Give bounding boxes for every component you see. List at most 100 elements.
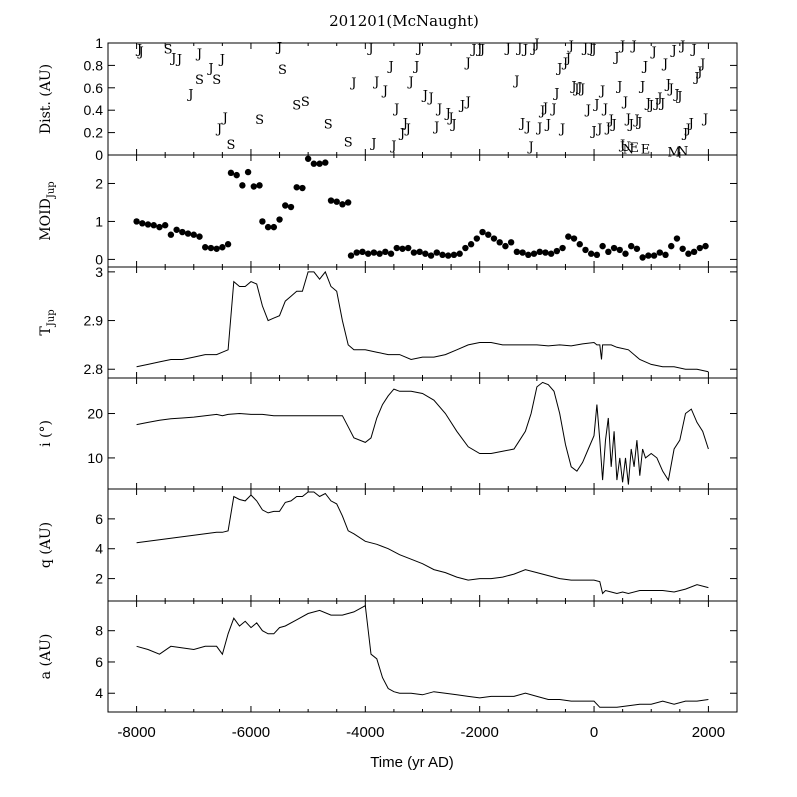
moid-point (702, 242, 709, 250)
x-tick-label: -4000 (346, 724, 384, 741)
moid-point (227, 169, 235, 177)
encounter-marker: J (412, 59, 419, 74)
encounter-marker: J (667, 82, 674, 97)
moid-point (239, 182, 246, 189)
encounters-ylabel: Dist. (AU) (38, 64, 54, 134)
encounter-marker: J (446, 111, 453, 126)
x-tick-label: 2000 (692, 724, 725, 741)
encounter-marker: S (226, 138, 235, 153)
tisserand-curve (136, 270, 709, 373)
encounter-marker: J (569, 80, 576, 95)
semimajor-ylabel: a (AU) (38, 634, 54, 680)
encounter-marker: J (624, 112, 631, 127)
moid-point (299, 184, 306, 192)
encounter-marker: J (635, 115, 642, 130)
encounter-marker: S (195, 73, 204, 88)
moid-point (179, 228, 186, 236)
moid-point (382, 248, 389, 256)
encounter-marker: J (684, 122, 691, 137)
moid-point (582, 246, 589, 254)
encounter-marker: J (695, 65, 702, 80)
encounter-marker: J (475, 43, 482, 58)
moid-frame (107, 154, 738, 268)
panel-moid: 0 1 2 MOIDJup (38, 154, 738, 268)
y-tick-label: 0 (95, 251, 103, 267)
encounter-marker: J (195, 47, 202, 62)
moid-point (570, 235, 578, 242)
moid-point (139, 220, 146, 227)
encounter-marker: J (632, 113, 639, 128)
encounter-marker: J (275, 40, 282, 55)
x-tick-label: 0 (590, 724, 598, 741)
moid-point (656, 249, 664, 256)
encounter-marker: J (215, 122, 222, 137)
encounter-marker: J (532, 37, 539, 52)
panel-inclination: 10 20 i (°) (38, 377, 738, 490)
y-tick-label: 0.6 (84, 80, 104, 96)
moid-point (628, 242, 635, 250)
moid-point (662, 251, 669, 259)
moid-point (270, 223, 278, 231)
moid-point (144, 221, 152, 228)
semimajor-curve (136, 604, 709, 708)
encounter-marker: J (549, 102, 556, 117)
y-tick-label: 20 (87, 406, 103, 422)
encounter-marker: J (698, 57, 705, 72)
encounter-marker: J (589, 43, 596, 58)
encounter-marker: J (615, 80, 622, 95)
y-tick-label: 6 (95, 654, 103, 670)
moid-point (259, 218, 266, 225)
encounter-marker: J (578, 82, 585, 97)
encounter-marker: J (432, 120, 439, 135)
encounter-marker: J (672, 87, 679, 102)
encounter-marker: J (529, 41, 536, 56)
encounter-marker: N (623, 142, 634, 157)
encounter-marker: J (221, 111, 228, 126)
encounter-marker: J (478, 43, 485, 58)
semimajor-frame (107, 600, 738, 713)
y-tick-label: 0.2 (84, 125, 104, 141)
encounter-marker: S (278, 63, 287, 78)
moid-point (633, 245, 641, 252)
figure-title: 201201(McNaught) (329, 12, 479, 30)
moid-point (530, 250, 538, 257)
encounter-marker: J (449, 118, 456, 133)
encounter-marker: J (366, 41, 373, 56)
encounter-marker: J (386, 59, 393, 74)
inclination-frame (107, 377, 738, 490)
moid-point (599, 242, 606, 250)
moid-point (479, 228, 486, 236)
encounter-marker: J (661, 57, 668, 72)
encounter-marker: J (521, 43, 528, 58)
moid-point (233, 171, 240, 179)
moid-point (685, 250, 692, 257)
encounter-marker: J (541, 101, 548, 116)
encounter-marker: J (604, 121, 611, 136)
moid-point (353, 249, 360, 256)
encounter-marker: J (598, 84, 605, 99)
encounter-marker: J (601, 102, 608, 117)
moid-point (668, 242, 675, 250)
y-tick-label: 2.8 (84, 361, 104, 377)
encounter-marker: J (618, 39, 625, 54)
moid-point (393, 244, 400, 252)
encounter-marker: N (677, 145, 688, 160)
encounter-marker: J (137, 45, 144, 60)
encounter-marker: J (649, 45, 656, 60)
moid-ylabel: MOIDJup (38, 181, 57, 240)
moid-point (610, 244, 618, 252)
encounter-marker: J (398, 127, 405, 142)
moid-point (679, 245, 686, 252)
moid-point (196, 233, 203, 240)
encounter-marker: J (458, 99, 465, 114)
panel-tisserand: 2.8 2.9 3 TJup (38, 264, 738, 379)
encounter-marker: J (567, 39, 574, 54)
encounter-marker: J (581, 41, 588, 56)
moid-point (462, 244, 469, 252)
panel-perihelion: 2 4 6 q (AU) (38, 488, 738, 602)
encounter-marker: J (389, 139, 396, 154)
encounter-marker: J (369, 137, 376, 152)
x-tick-label: -6000 (232, 724, 270, 741)
encounter-marker: S (344, 136, 353, 151)
